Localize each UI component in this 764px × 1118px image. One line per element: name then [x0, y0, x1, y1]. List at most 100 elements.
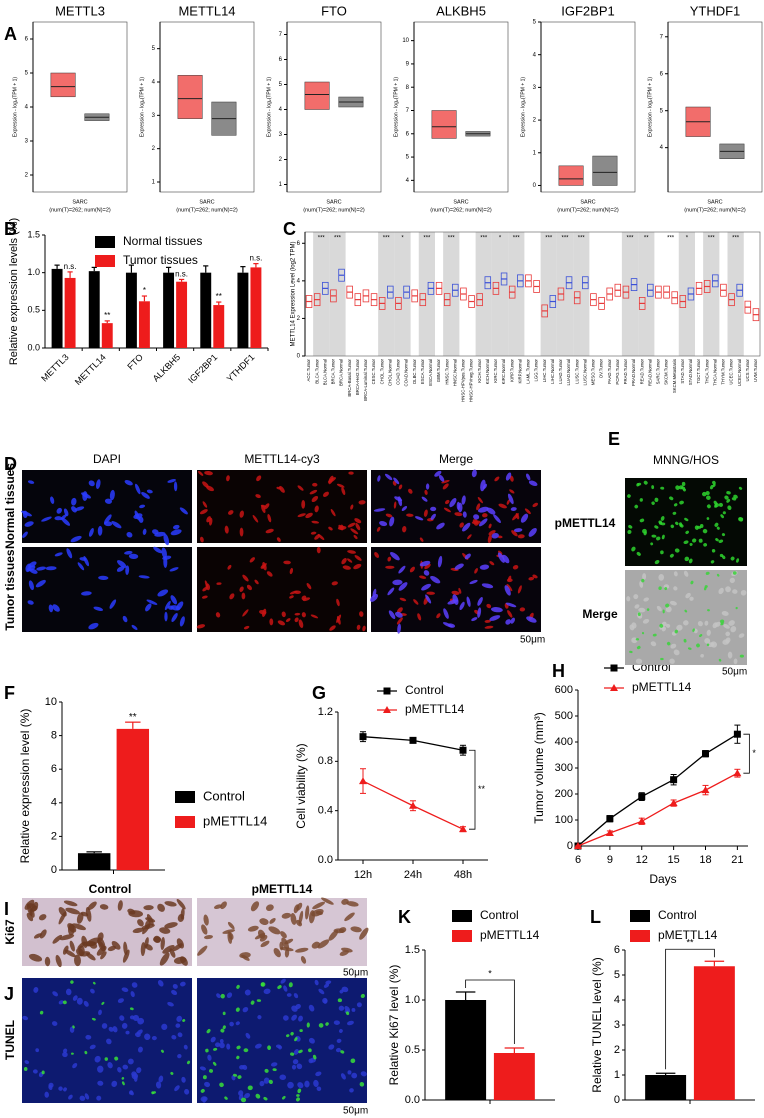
cell [660, 550, 664, 555]
cell [509, 489, 515, 494]
cell [293, 1049, 299, 1055]
cell [220, 993, 225, 999]
pair-shading [313, 232, 330, 356]
cell [311, 520, 320, 524]
cell [121, 1077, 125, 1080]
cell [177, 913, 185, 922]
y-tick-label: 1 [533, 150, 537, 156]
cell [210, 1036, 216, 1043]
cell [296, 1063, 303, 1070]
cell [507, 610, 513, 618]
cell [507, 493, 514, 505]
cell [659, 623, 664, 628]
x-tick-label: LUAD.Tumor [558, 358, 563, 383]
x-tick-label: BRCA-Her2.Tumor [355, 358, 360, 395]
cell [243, 625, 250, 630]
cell [304, 1080, 310, 1088]
cell [226, 475, 230, 482]
scale-label: 50μm [520, 635, 545, 646]
x-tick-label: UCS.Tumor [745, 358, 750, 381]
cell [236, 1055, 240, 1060]
cell [146, 489, 153, 494]
row-label: Tumor tissues [3, 549, 17, 630]
legend-label: Control [405, 683, 444, 697]
x-tick-label: CHOL.Normal [387, 359, 392, 386]
cell [62, 1000, 67, 1005]
significance-label: ** [129, 712, 137, 723]
y-tick-label: 2 [297, 316, 301, 322]
x-tick-label: KIRC.Normal [501, 359, 506, 384]
panel-letter: E [608, 429, 620, 449]
cell [330, 508, 336, 517]
cell [636, 552, 641, 556]
cell [205, 1048, 209, 1053]
cell [127, 908, 136, 915]
y-tick-label: 1 [279, 182, 283, 188]
cell [471, 469, 477, 478]
x-tick-label: KIRP.Normal [517, 359, 522, 384]
cell [718, 539, 724, 543]
cell [151, 1091, 155, 1095]
cell [220, 901, 227, 910]
cell [387, 587, 395, 596]
cell [312, 901, 325, 910]
cell [696, 643, 700, 648]
cell [673, 649, 680, 656]
cell [238, 1090, 244, 1097]
cell [684, 556, 690, 562]
cell [494, 476, 500, 482]
cell [237, 1075, 242, 1079]
cell [638, 607, 646, 613]
legend-label: Tumor tissues [123, 253, 198, 267]
cell [41, 1070, 45, 1075]
cell [88, 480, 95, 487]
cell [277, 620, 286, 626]
x-tick-label: TGCT.Tumor [696, 358, 701, 383]
cell [28, 580, 34, 591]
cell [331, 581, 338, 586]
cell [76, 912, 84, 924]
cell [39, 929, 47, 939]
x-tick-label: HNSC.Tumor [444, 358, 449, 384]
cell [186, 1060, 191, 1065]
pair-shading [508, 232, 525, 356]
cell [318, 1023, 324, 1028]
y-tick-label: 5 [279, 82, 283, 88]
cell [706, 517, 710, 520]
cell [88, 622, 99, 630]
x-tick-label: KICH.Normal [485, 359, 490, 384]
y-tick-label: 6 [279, 57, 283, 63]
cell [504, 585, 511, 596]
cell [519, 607, 526, 612]
y-axis-label: Expression - log₂(TPM + 1) [520, 77, 526, 137]
cell [328, 526, 333, 531]
cell [263, 988, 271, 995]
y-tick-label: 0.5 [405, 1044, 420, 1056]
cell [301, 612, 306, 618]
y-tick-label: 3 [533, 85, 537, 91]
cell [392, 579, 403, 586]
cell [349, 1088, 354, 1093]
cell [718, 502, 724, 507]
cell [261, 505, 266, 514]
cell [117, 1067, 122, 1073]
cell [336, 614, 342, 623]
cell [280, 978, 286, 984]
x-tick-label: 21 [731, 854, 743, 866]
cell [108, 1026, 114, 1032]
x-tick-label: PCPG.Tumor [615, 358, 620, 384]
cell [721, 611, 729, 616]
y-tick-label: 4 [297, 278, 301, 284]
cell [82, 491, 88, 502]
cell [532, 502, 539, 508]
cell [732, 589, 738, 594]
cell [171, 1035, 177, 1040]
significance-label: ** [686, 938, 694, 948]
cell [643, 480, 648, 485]
cell [393, 501, 397, 509]
cell [56, 507, 62, 514]
y-axis-label: METTL14 Expression Level (log2 TPM) [291, 242, 297, 347]
significance-label: *** [383, 236, 391, 242]
cell [285, 618, 291, 623]
cell [96, 939, 105, 949]
